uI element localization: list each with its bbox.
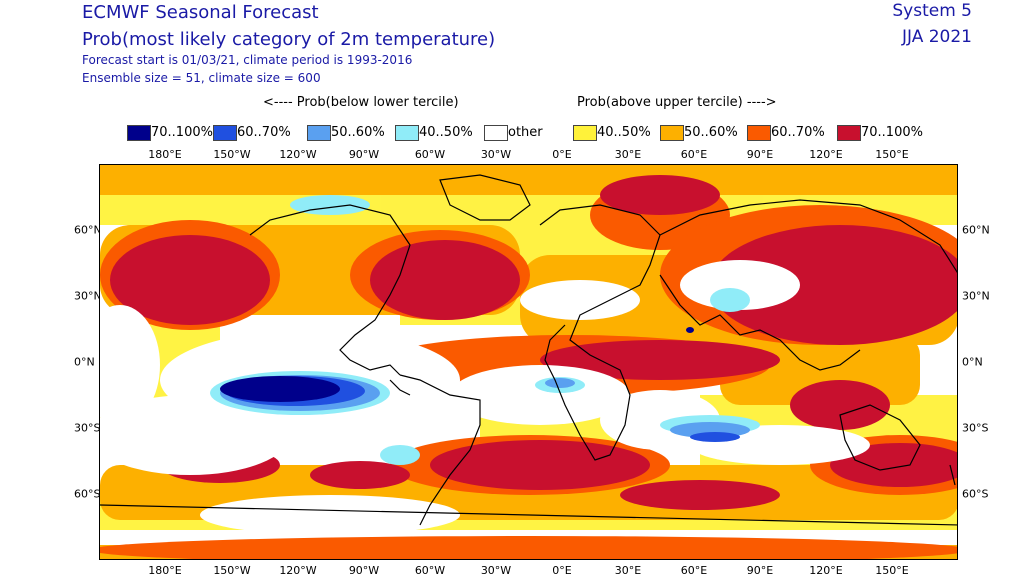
lon-label-top: 90°W [348, 148, 380, 161]
legend-label: 50..60% [331, 125, 385, 140]
below-70-100-field [220, 327, 694, 402]
legend-below-heading: <---- Prob(below lower tercile) [263, 95, 459, 110]
lon-label-top: 60°W [414, 148, 446, 161]
lon-label-bottom: 150°E [875, 564, 909, 577]
lat-label-right: 30°S [962, 421, 989, 435]
lon-label-bottom: 150°W [213, 564, 251, 577]
legend-label: 60..70% [771, 125, 825, 140]
legend-label: 50..60% [684, 125, 738, 140]
legend-label: 70..100% [151, 125, 213, 140]
legend-swatch [837, 125, 861, 141]
lon-label-top: 30°E [614, 148, 642, 161]
lon-label-bottom: 120°E [809, 564, 843, 577]
lat-label-right: 60°N [962, 223, 990, 237]
lon-label-bottom: 0°E [552, 564, 572, 577]
legend-swatch [660, 125, 684, 141]
forecast-start-line: Forecast start is 01/03/21, climate peri… [82, 53, 413, 67]
legend-swatch [127, 125, 151, 141]
lon-label-bottom: 60°E [680, 564, 708, 577]
lat-label-left: 60°N [74, 223, 102, 237]
lat-label-left: 30°N [74, 289, 102, 303]
lat-label-right: 60°S [962, 487, 989, 501]
lon-label-top: 90°E [746, 148, 774, 161]
map-svg [100, 165, 957, 559]
lon-label-top: 60°E [680, 148, 708, 161]
legend-label: 40..50% [419, 125, 473, 140]
lon-label-top: 180°E [148, 148, 182, 161]
lon-label-top: 150°E [875, 148, 909, 161]
lon-label-bottom: 30°W [480, 564, 512, 577]
forecast-map [99, 164, 958, 560]
map-subtitle: Prob(most likely category of 2m temperat… [82, 29, 496, 50]
legend-swatch [484, 125, 508, 141]
legend-swatch [213, 125, 237, 141]
lat-label-left: 60°S [74, 487, 101, 501]
lon-label-top: 150°W [213, 148, 251, 161]
lat-label-right: 30°N [962, 289, 990, 303]
lon-label-top: 0°E [552, 148, 572, 161]
legend-label: other [508, 125, 543, 140]
lon-label-bottom: 90°E [746, 564, 774, 577]
lon-label-top: 120°W [279, 148, 317, 161]
lat-label-left: 30°S [74, 421, 101, 435]
season-label: JJA 2021 [901, 27, 972, 47]
lon-label-bottom: 60°W [414, 564, 446, 577]
lon-label-bottom: 120°W [279, 564, 317, 577]
legend-label: 70..100% [861, 125, 923, 140]
lat-label-right: 0°N [962, 355, 983, 369]
system-label: System 5 [892, 1, 972, 21]
legend-swatch [395, 125, 419, 141]
legend-label: 60..70% [237, 125, 291, 140]
map-title: ECMWF Seasonal Forecast [82, 2, 319, 23]
legend-label: 40..50% [597, 125, 651, 140]
lon-label-bottom: 180°E [148, 564, 182, 577]
lon-label-bottom: 30°E [614, 564, 642, 577]
legend-swatch [307, 125, 331, 141]
lon-label-top: 30°W [480, 148, 512, 161]
legend-above-heading: Prob(above upper tercile) ----> [577, 95, 777, 110]
ensemble-size-line: Ensemble size = 51, climate size = 600 [82, 71, 321, 85]
coastlines [100, 174, 957, 526]
lon-label-bottom: 90°W [348, 564, 380, 577]
legend-swatch [747, 125, 771, 141]
lon-label-top: 120°E [809, 148, 843, 161]
above-70-100-field [110, 175, 957, 510]
legend-swatch [573, 125, 597, 141]
lat-label-left: 0°N [74, 355, 95, 369]
